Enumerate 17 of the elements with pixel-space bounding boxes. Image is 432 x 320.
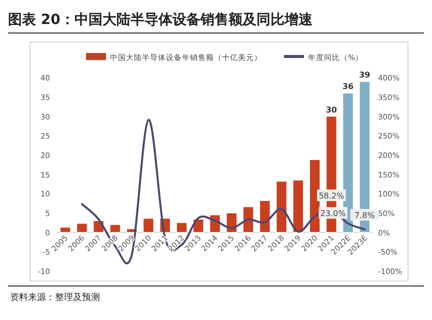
data-label: 36 <box>342 82 354 92</box>
label-box: 7.8% <box>350 209 379 221</box>
bar <box>110 224 121 233</box>
bar <box>276 181 287 233</box>
bar <box>292 180 304 233</box>
label-box: 58.2% <box>317 190 346 202</box>
data-label: 7.8% <box>354 210 376 220</box>
data-label: 39 <box>359 70 371 80</box>
text: 资料来源：整理及预测 <box>10 292 100 303</box>
bar <box>259 200 270 233</box>
bar <box>60 227 71 233</box>
bar <box>143 218 154 233</box>
bar <box>176 222 188 233</box>
bar <box>76 223 88 233</box>
chart-title: 图表 20：中国大陆半导体设备销售额及同比增速 <box>8 11 314 28</box>
label-box: 23.0% <box>318 207 348 219</box>
data-label: 30 <box>326 105 338 114</box>
